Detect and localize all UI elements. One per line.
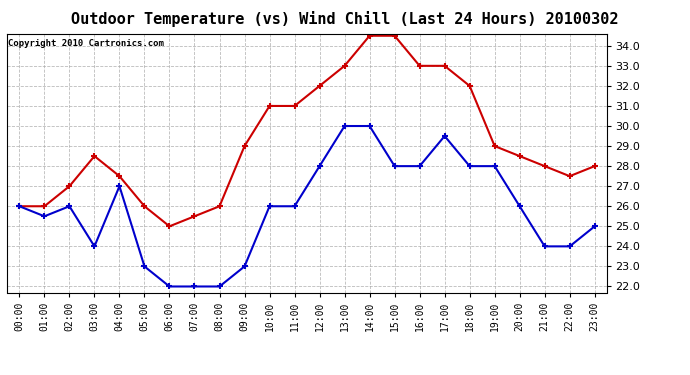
Text: Copyright 2010 Cartronics.com: Copyright 2010 Cartronics.com bbox=[8, 39, 164, 48]
Text: Outdoor Temperature (vs) Wind Chill (Last 24 Hours) 20100302: Outdoor Temperature (vs) Wind Chill (Las… bbox=[71, 11, 619, 27]
